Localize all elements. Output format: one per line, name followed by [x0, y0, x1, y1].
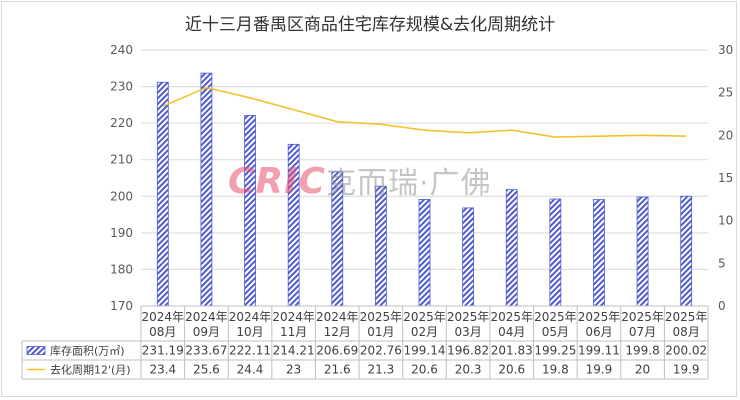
table-value-line: 20.6: [498, 363, 525, 377]
table-value-line: 23.4: [149, 363, 176, 377]
y-right-tick-label: 15: [718, 171, 733, 185]
x-tick-label-month: 07月: [629, 325, 656, 339]
x-tick-label-year: 2024年: [185, 310, 228, 324]
bar: [462, 207, 475, 307]
y-left-tick-label: 220: [110, 116, 133, 130]
table-value-bars: 199.14: [404, 344, 446, 358]
table-value-bars: 214.21: [273, 344, 315, 358]
table-value-bars: 200.02: [665, 344, 707, 358]
y-right-tick-label: 0: [718, 299, 726, 313]
bar: [418, 199, 431, 307]
x-tick-label-month: 09月: [193, 325, 220, 339]
x-tick-label-year: 2025年: [490, 310, 533, 324]
x-tick-label-year: 2025年: [447, 310, 490, 324]
bar: [680, 195, 693, 307]
bar: [200, 72, 213, 307]
y-left-tick-label: 210: [110, 153, 133, 167]
table-value-bars: 231.19: [142, 344, 184, 358]
x-tick-label-year: 2025年: [621, 310, 664, 324]
bar: [593, 199, 605, 307]
x-tick-label-month: 06月: [585, 325, 612, 339]
table-value-line: 19.8: [542, 363, 569, 377]
table-value-line: 19.9: [673, 363, 700, 377]
table-value-bars: 233.67: [185, 344, 227, 358]
bar: [505, 189, 518, 307]
x-tick-label-month: 08月: [149, 325, 176, 339]
bar: [244, 115, 256, 307]
table-value-line: 21.6: [324, 363, 351, 377]
legend-label-bars: 库存面积(万㎡): [50, 344, 125, 358]
y-right-tick-label: 10: [718, 214, 733, 228]
y-right-tick-label: 30: [718, 43, 733, 57]
y-left-tick-label: 180: [110, 262, 133, 276]
table-value-bars: 206.69: [316, 344, 358, 358]
x-tick-label-year: 2025年: [578, 310, 621, 324]
chart-title: 近十三月番禺区商品住宅库存规模&去化周期统计: [184, 15, 556, 35]
x-tick-label-year: 2025年: [534, 310, 577, 324]
x-tick-label-month: 04月: [498, 325, 525, 339]
legend-label-line: 去化周期12'(月): [50, 363, 131, 377]
x-tick-label-year: 2024年: [272, 310, 315, 324]
y-right-tick-label: 20: [718, 128, 733, 142]
x-tick-label-month: 11月: [280, 325, 307, 339]
x-tick-label-year: 2024年: [142, 310, 185, 324]
y-left-tick-label: 240: [110, 43, 133, 57]
table-value-line: 23: [286, 363, 301, 377]
x-tick-label-month: 02月: [411, 325, 438, 339]
table-value-bars: 199.25: [534, 344, 576, 358]
x-tick-label-month: 10月: [236, 325, 263, 339]
table-value-line: 20: [635, 363, 650, 377]
table-value-line: 20.3: [455, 363, 482, 377]
bar: [156, 81, 169, 307]
table-value-line: 25.6: [193, 363, 220, 377]
legend-swatch-bars: [26, 346, 46, 355]
x-tick-label-year: 2024年: [229, 310, 272, 324]
table-value-bars: 199.11: [578, 344, 620, 358]
bar: [374, 185, 387, 307]
y-left-tick-label: 170: [110, 299, 133, 313]
y-left-tick-label: 200: [110, 189, 133, 203]
watermark: CRIC克而瑞·广佛: [228, 161, 492, 202]
table-value-line: 19.9: [586, 363, 613, 377]
x-tick-label-month: 01月: [367, 325, 394, 339]
x-tick-label-month: 08月: [673, 325, 700, 339]
bar: [549, 198, 562, 307]
x-tick-label-year: 2025年: [403, 310, 446, 324]
x-tick-label-year: 2024年: [316, 310, 359, 324]
table-value-bars: 199.8: [625, 344, 659, 358]
table-value-bars: 196.82: [447, 344, 489, 358]
x-tick-label-month: 03月: [454, 325, 481, 339]
table-value-bars: 201.83: [491, 344, 533, 358]
y-right-tick-label: 5: [718, 256, 726, 270]
bar: [636, 196, 649, 307]
table-value-line: 24.4: [237, 363, 264, 377]
x-tick-label-month: 05月: [542, 325, 569, 339]
table-value-bars: 202.76: [360, 344, 402, 358]
table-value-line: 21.3: [368, 363, 395, 377]
x-tick-label-year: 2025年: [360, 310, 403, 324]
x-tick-label-month: 12月: [324, 325, 351, 339]
series-line: [162, 86, 687, 138]
table-value-line: 20.6: [411, 363, 438, 377]
y-left-tick-label: 230: [110, 80, 133, 94]
y-right-tick-label: 25: [718, 86, 733, 100]
y-left-tick-label: 190: [110, 226, 133, 240]
x-tick-label-year: 2025年: [665, 310, 708, 324]
table-value-bars: 222.11: [229, 344, 271, 358]
